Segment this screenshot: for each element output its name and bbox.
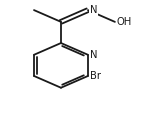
Text: N: N (89, 5, 97, 15)
Text: N: N (89, 50, 97, 60)
Text: OH: OH (116, 17, 132, 27)
Text: Br: Br (89, 71, 100, 81)
